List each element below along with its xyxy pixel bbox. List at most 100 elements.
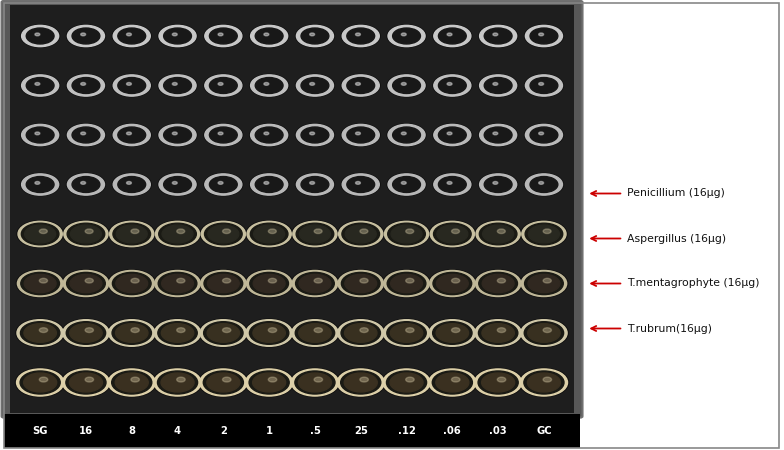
Circle shape [16,369,64,396]
Circle shape [437,274,468,292]
Circle shape [251,124,288,146]
Circle shape [447,33,452,36]
Circle shape [212,129,234,141]
Circle shape [296,174,333,195]
Circle shape [113,223,151,245]
Circle shape [291,270,339,297]
Circle shape [63,369,110,396]
Circle shape [70,373,103,392]
Circle shape [154,369,201,396]
Circle shape [314,328,322,333]
Circle shape [126,33,132,36]
Circle shape [428,270,476,297]
Circle shape [108,369,155,396]
Circle shape [205,25,242,47]
Circle shape [395,178,418,191]
Circle shape [344,373,377,392]
Circle shape [497,279,506,283]
Circle shape [291,319,339,347]
Text: 2: 2 [220,426,227,436]
Circle shape [63,220,109,248]
Circle shape [441,178,463,191]
Circle shape [383,320,430,346]
Circle shape [20,25,60,47]
Circle shape [493,82,498,86]
Circle shape [268,279,277,283]
Circle shape [71,225,101,243]
Circle shape [69,373,103,392]
Circle shape [17,220,64,248]
Circle shape [252,324,286,342]
Circle shape [114,373,149,392]
Circle shape [528,373,561,392]
Circle shape [342,223,379,245]
Circle shape [81,132,85,135]
Circle shape [107,368,157,397]
Circle shape [479,173,517,196]
Circle shape [112,74,151,97]
Circle shape [434,75,471,96]
Circle shape [252,274,285,293]
Circle shape [85,377,93,382]
Circle shape [521,369,568,396]
Circle shape [474,270,522,297]
Text: 4: 4 [174,426,181,436]
Circle shape [342,124,379,146]
Circle shape [70,225,102,243]
Circle shape [22,75,59,96]
Circle shape [72,127,100,143]
Circle shape [20,74,60,97]
Circle shape [249,124,289,146]
Circle shape [203,371,243,394]
Circle shape [72,77,100,94]
Circle shape [355,33,361,36]
Circle shape [164,28,191,44]
Circle shape [205,174,242,195]
Circle shape [162,274,194,293]
Circle shape [479,124,517,146]
Circle shape [67,124,104,146]
Text: SG: SG [32,426,48,436]
Circle shape [126,132,132,135]
Circle shape [205,75,242,96]
Circle shape [480,25,517,47]
Circle shape [245,270,293,297]
Circle shape [522,221,566,247]
Circle shape [164,127,191,143]
Circle shape [438,28,466,44]
Circle shape [35,82,40,86]
Circle shape [207,324,240,342]
Circle shape [350,178,372,191]
Circle shape [447,132,452,135]
Circle shape [218,132,223,135]
Circle shape [433,124,472,146]
Circle shape [198,368,248,397]
Circle shape [434,124,471,146]
Circle shape [20,371,60,394]
Circle shape [347,77,375,94]
Circle shape [253,324,285,342]
Circle shape [81,33,85,36]
Circle shape [212,178,234,191]
Circle shape [387,74,426,97]
Circle shape [26,28,54,44]
Circle shape [268,377,277,382]
Circle shape [253,225,285,243]
Circle shape [533,30,555,42]
Circle shape [350,129,372,141]
Circle shape [387,25,426,47]
Circle shape [433,25,472,47]
Circle shape [166,30,189,42]
Circle shape [70,274,102,292]
Circle shape [528,324,561,342]
Circle shape [436,324,469,342]
Circle shape [199,270,247,297]
Circle shape [337,369,384,396]
Circle shape [256,176,283,193]
Circle shape [264,181,269,184]
Circle shape [405,377,414,382]
Circle shape [485,77,512,94]
Circle shape [159,25,196,47]
Circle shape [390,274,423,292]
Circle shape [115,373,148,392]
